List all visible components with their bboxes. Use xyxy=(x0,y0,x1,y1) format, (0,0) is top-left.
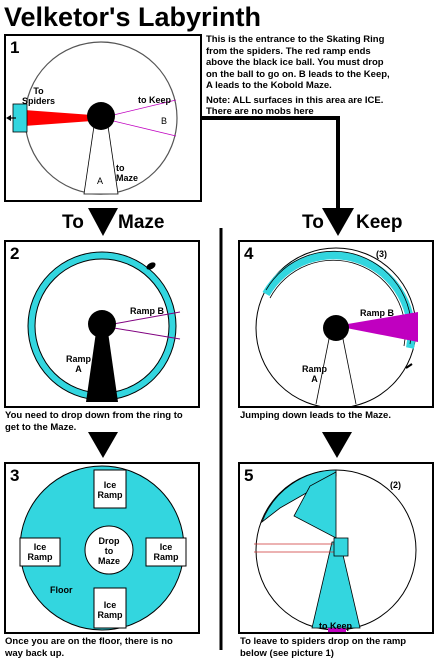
label-a: A xyxy=(97,176,104,186)
label-ramp-b: Ramp B xyxy=(130,306,165,316)
label-ramp-b: Ramp B xyxy=(360,308,395,318)
panel-4-diagram xyxy=(255,247,418,406)
intro-note: This is the entrance to the Skating Ring… xyxy=(206,34,442,118)
note-line: Note: ALL surfaces in this area are ICE. xyxy=(206,94,384,106)
panel-2-caption: You need to drop down from the ring to g… xyxy=(5,410,183,433)
panel-4-caption: Jumping down leads to the Maze. xyxy=(240,410,391,422)
label-to-keep: to Keep xyxy=(138,95,172,105)
ice-ramp-right xyxy=(145,537,187,567)
ice-ramp-bottom xyxy=(93,587,127,629)
label-b: B xyxy=(161,116,168,126)
label-ice-ramp: Ice Ramp xyxy=(27,542,53,562)
purple-ramp xyxy=(336,312,418,342)
label-to-maze: to Maze xyxy=(116,163,139,183)
connector xyxy=(333,537,349,557)
black-ice-ball xyxy=(88,310,116,338)
panel-5: 5 (2) to Keep xyxy=(238,462,434,634)
label-count: (2) xyxy=(390,480,401,490)
label-ramp-a: Ramp A xyxy=(66,354,92,374)
panel-number: 4 xyxy=(244,244,254,263)
label-to-spiders: To Spiders xyxy=(22,86,56,106)
arrow-down-icon xyxy=(88,432,118,458)
ice-ramp xyxy=(293,471,337,539)
ramp-a-edge xyxy=(341,333,357,405)
caption-line: way back up. xyxy=(5,647,65,659)
panel-2-diagram xyxy=(27,251,181,402)
caption-line: Jumping down leads to the Maze. xyxy=(240,410,391,421)
ramp-a-edge xyxy=(315,333,331,405)
label-count: (3) xyxy=(376,249,387,259)
panel-2: 2 Ramp B Ramp A xyxy=(4,240,200,408)
caption-line: You need to drop down from the ring to xyxy=(5,410,183,421)
black-ice-ball xyxy=(87,102,115,130)
panel-4: 4 (3) Ramp B Ramp A xyxy=(238,240,434,408)
red-ramp xyxy=(24,110,92,126)
panel-5-diagram xyxy=(254,469,417,632)
panel-number: 3 xyxy=(10,466,20,485)
heading-keep: Keep xyxy=(356,212,403,233)
arrow-down-icon xyxy=(88,208,118,236)
arrow-left-icon xyxy=(6,115,11,121)
note-line: There are no mobs here xyxy=(206,106,314,117)
heading-to: To xyxy=(302,212,324,233)
panel-5-caption: To leave to spiders drop on the ramp bel… xyxy=(240,636,406,659)
heading-maze: Maze xyxy=(118,212,165,233)
label-drop-to-maze: Drop to Maze xyxy=(97,536,120,566)
drop-hole xyxy=(84,525,134,575)
ice-ramp-left xyxy=(19,537,61,567)
panel-3-diagram xyxy=(19,465,187,631)
caption-line: To leave to spiders drop on the ramp xyxy=(240,636,407,647)
panel-number: 2 xyxy=(10,244,20,263)
arrow-down-icon xyxy=(322,208,354,236)
label-floor: Floor xyxy=(50,585,73,595)
note-line: above the black ice ball. You must drop xyxy=(206,57,384,68)
ramp-end-marker xyxy=(146,262,156,270)
heading-to: To xyxy=(62,212,84,233)
ramp-a xyxy=(86,332,118,402)
panel-3: 3 Ice Ramp Ice Ramp Ice Ramp Ice Ramp Dr… xyxy=(4,462,200,634)
panel-number: 1 xyxy=(10,38,20,57)
ice-ramp-top xyxy=(93,469,127,509)
caption-line: Once you are on the floor, there is no xyxy=(5,636,173,647)
note-line: from the spiders. The red ramp ends xyxy=(206,45,371,57)
note-line: A leads to the Kobold Maze. xyxy=(206,80,332,91)
note-line: on the ball to go on. B leads to the Kee… xyxy=(206,68,390,80)
caption-line: get to the Maze. xyxy=(5,421,77,433)
panel-1-diagram xyxy=(6,41,178,195)
label-ice-ramp: Ice Ramp xyxy=(97,600,123,620)
caption-line: below (see picture 1) xyxy=(240,647,334,659)
label-ice-ramp: Ice Ramp xyxy=(97,480,123,500)
black-ice-ball xyxy=(323,315,349,341)
label-to-keep: to Keep xyxy=(319,621,353,631)
note-line: This is the entrance to the Skating Ring xyxy=(206,34,385,45)
arrow-down-icon xyxy=(322,432,352,458)
purple-marker xyxy=(328,628,346,632)
panel-number: 5 xyxy=(244,466,254,485)
page-title: Velketor's Labyrinth xyxy=(4,2,262,32)
panel-1: 1 To Spiders to Keep B A to Maze xyxy=(4,34,202,202)
label-ramp-a: Ramp A xyxy=(302,364,328,384)
label-ice-ramp: Ice Ramp xyxy=(153,542,179,562)
panel-3-caption: Once you are on the floor, there is no w… xyxy=(5,636,173,659)
